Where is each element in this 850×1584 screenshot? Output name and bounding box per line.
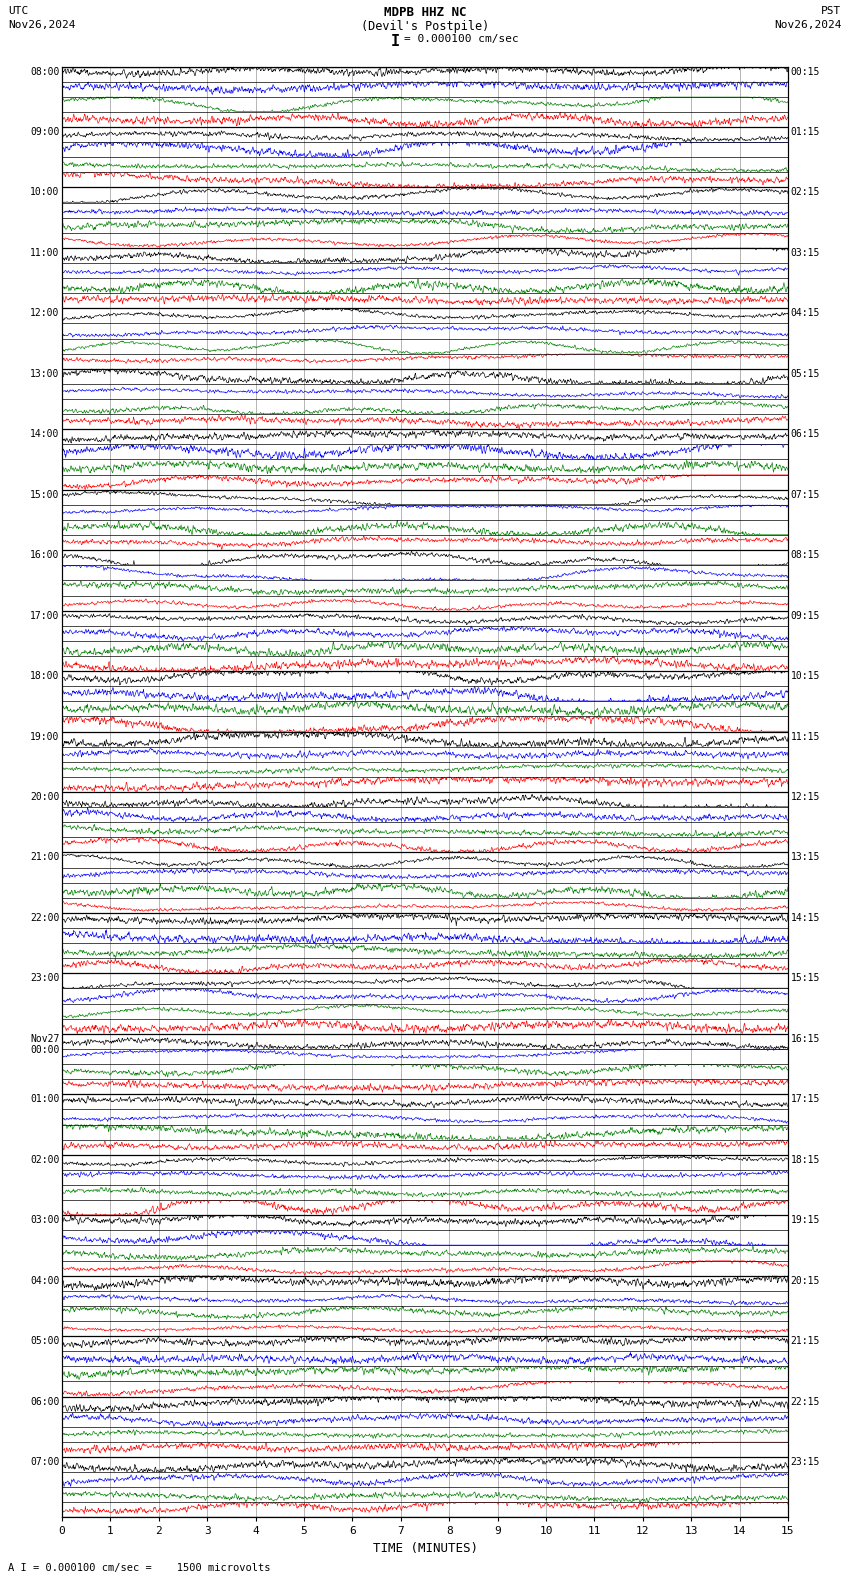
Text: A I = 0.000100 cm/sec =    1500 microvolts: A I = 0.000100 cm/sec = 1500 microvolts bbox=[8, 1563, 271, 1573]
Text: Nov26,2024: Nov26,2024 bbox=[8, 19, 76, 30]
X-axis label: TIME (MINUTES): TIME (MINUTES) bbox=[372, 1543, 478, 1555]
Text: Nov26,2024: Nov26,2024 bbox=[774, 19, 842, 30]
Text: (Devil's Postpile): (Devil's Postpile) bbox=[361, 19, 489, 33]
Text: I: I bbox=[391, 33, 399, 49]
Text: PST: PST bbox=[821, 5, 842, 16]
Text: = 0.000100 cm/sec: = 0.000100 cm/sec bbox=[404, 33, 518, 44]
Text: UTC: UTC bbox=[8, 5, 29, 16]
Text: MDPB HHZ NC: MDPB HHZ NC bbox=[383, 5, 467, 19]
